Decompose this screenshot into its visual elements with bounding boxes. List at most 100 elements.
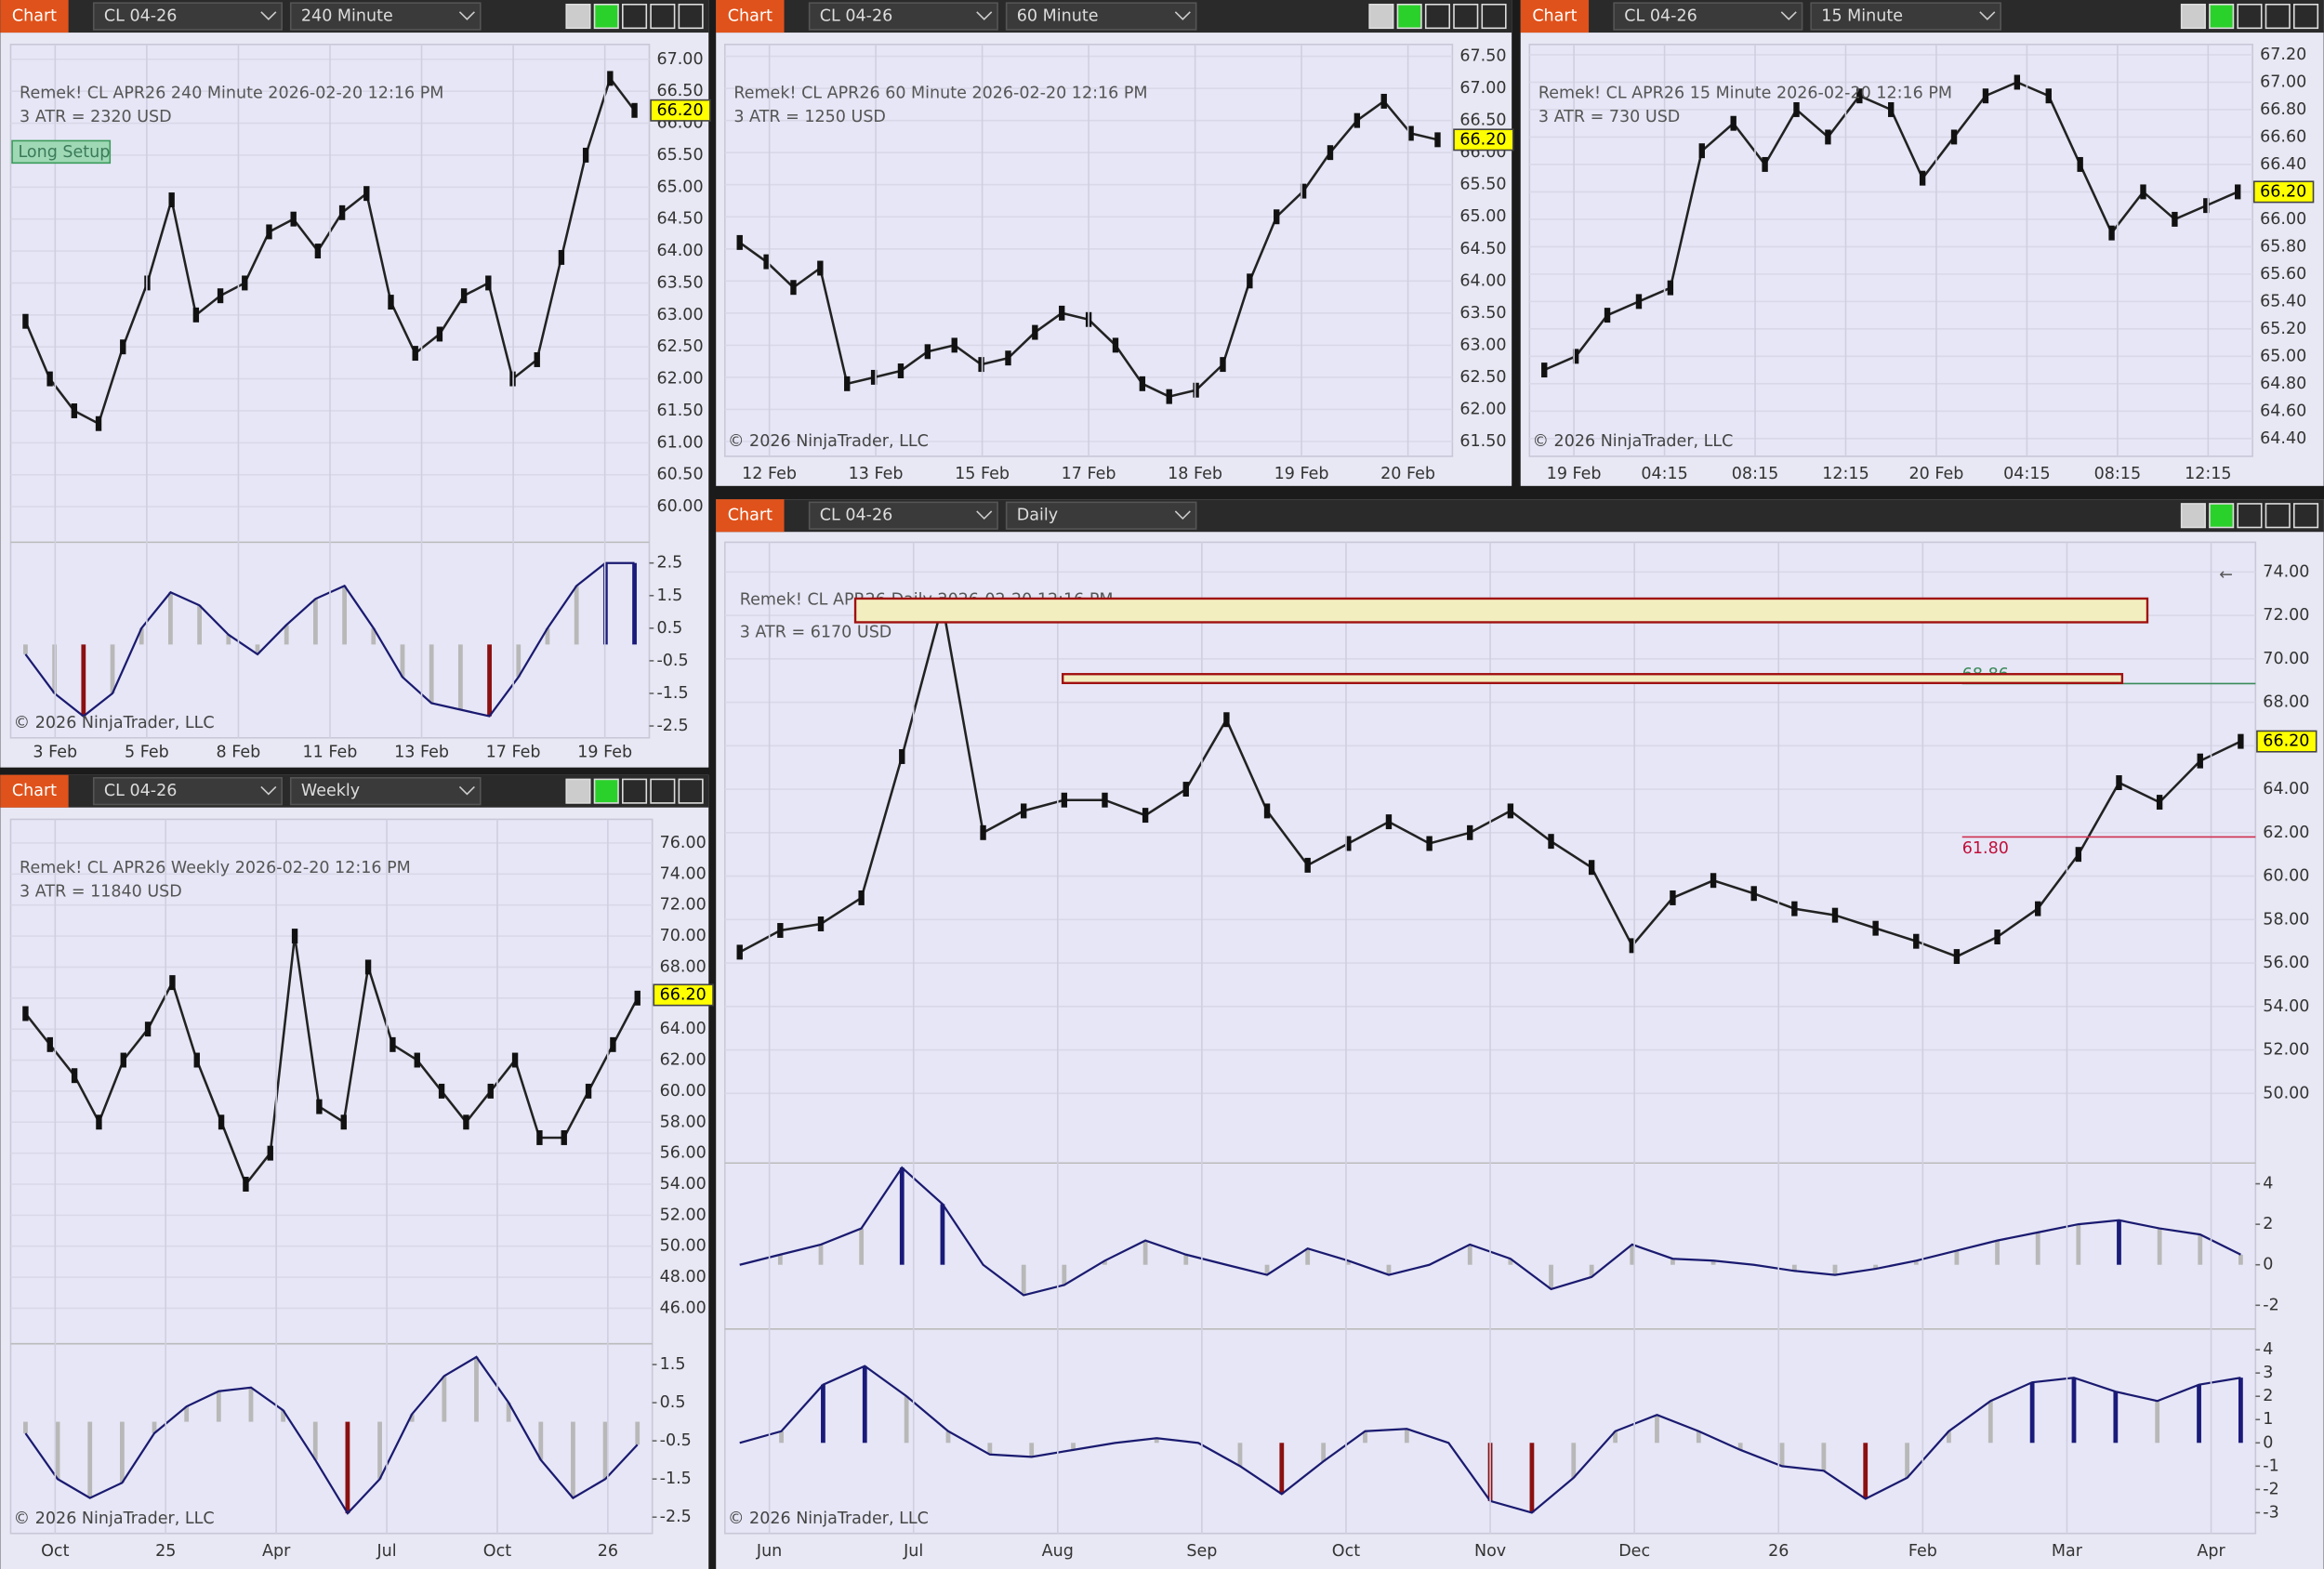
indicator-tick-label: 4 [2263,1340,2273,1359]
timeframe-dropdown[interactable] [1810,2,2001,31]
window-button[interactable] [650,3,676,30]
candle [1139,376,1146,391]
window-button[interactable] [622,3,648,30]
histogram-bar [602,1421,608,1480]
window-button[interactable] [1481,3,1507,30]
candle [1710,873,1717,889]
candle [1274,209,1280,225]
timeframe-dropdown[interactable] [1005,501,1197,530]
histogram-bar [571,1421,575,1498]
symbol-dropdown[interactable] [1613,2,1803,31]
last-price-box [653,983,714,1007]
window-button[interactable] [1368,3,1394,30]
window-button[interactable] [650,778,676,804]
histogram-bar [904,1396,909,1444]
window-button[interactable] [565,3,591,30]
date-label: 12 Feb [742,465,797,483]
histogram-bar [1142,1240,1148,1265]
symbol-dropdown[interactable] [92,2,283,31]
histogram-bar [1363,1431,1367,1444]
date-label: 12:15 [2185,465,2231,483]
date-label: 26 [1768,1542,1789,1561]
window-button[interactable] [2209,3,2235,30]
window-button[interactable] [2265,3,2291,30]
chart-tab [0,0,69,33]
indicator-tick-label: -1.5 [660,1470,692,1488]
histogram-bar [859,1228,865,1265]
timeframe-label: 60 Minute [1017,7,1099,26]
price-tick-label: 74.00 [660,864,706,883]
price-tick-label: 63.50 [1459,304,1506,323]
histogram-bar [487,644,492,717]
histogram-bar [1071,1443,1076,1450]
window-button[interactable] [2237,3,2263,30]
candle [1112,337,1119,353]
price-tick-label: 64.60 [2260,402,2306,420]
candle [1223,712,1230,728]
histogram-bar [2238,1378,2243,1444]
window-button[interactable] [1453,3,1479,30]
histogram-bar [1154,1438,1159,1444]
date-label: 11 Feb [303,744,358,762]
window-button[interactable] [565,778,591,804]
date-label: Dec [1618,1542,1650,1561]
window-button[interactable] [678,3,704,30]
candle [1919,170,1926,186]
price-tick-label: 65.00 [2260,347,2306,365]
price-tick-label: 48.00 [660,1268,706,1286]
window-button[interactable] [2237,503,2263,529]
window-button[interactable] [678,778,704,804]
window-button[interactable] [593,3,619,30]
copyright: © 2026 NinjaTrader, LLC [728,432,929,451]
timeframe-dropdown[interactable] [289,777,482,806]
date-label: Mar [2052,1542,2083,1561]
histogram-bar [2238,1254,2243,1265]
candle [534,351,540,367]
candle [980,824,986,840]
symbol-label: CL 04-26 [104,7,177,26]
candle [585,1083,592,1099]
price-tick-label: 74.00 [2263,562,2309,581]
window-button[interactable] [1396,3,1422,30]
candle [338,204,346,220]
window-button[interactable] [2265,503,2291,529]
candle [1263,803,1271,819]
chart-tab [716,499,785,533]
histogram-bar [2197,1384,2201,1444]
window-button[interactable] [2292,3,2319,30]
symbol-dropdown[interactable] [92,777,283,806]
window-button[interactable] [2209,503,2235,529]
price-tick-label: 66.50 [1459,112,1506,130]
last-price-label: 66.20 [2263,732,2309,751]
histogram-bar [1467,1244,1472,1265]
histogram-bar [1913,1260,1919,1265]
indicator-tick-label: -2 [2263,1296,2278,1314]
histogram-bar [2155,1401,2160,1444]
window-button[interactable] [2180,503,2206,529]
timeframe-dropdown[interactable] [1005,2,1197,31]
symbol-dropdown[interactable] [808,2,998,31]
price-tick-label: 50.00 [660,1237,706,1256]
window-button[interactable] [622,778,648,804]
window-button[interactable] [2292,503,2319,529]
timeframe-dropdown[interactable] [289,2,482,31]
indicator-tick-label: 0.5 [660,1393,686,1412]
candle [1604,308,1611,323]
date-label: 20 Feb [1909,465,1964,483]
histogram-bar [899,1167,905,1265]
window-button[interactable] [2180,3,2206,30]
window-button[interactable] [1424,3,1451,30]
indicator-tick-label: -2 [2263,1480,2278,1498]
date-label: Jun [756,1542,782,1561]
price-tick-label: 62.50 [1459,368,1506,387]
histogram-bar [1529,1443,1535,1513]
level-label: 61.80 [1962,839,2009,858]
chart-tab-label: Chart [728,507,772,525]
price-tick-label: 52.00 [2263,1041,2309,1060]
back-arrow[interactable]: ← [2219,565,2233,584]
indicator-line [24,1355,639,1515]
histogram-bar [429,644,434,704]
setup-label: Long Setup [18,143,110,162]
window-button[interactable] [593,778,619,804]
symbol-dropdown[interactable] [808,501,998,530]
